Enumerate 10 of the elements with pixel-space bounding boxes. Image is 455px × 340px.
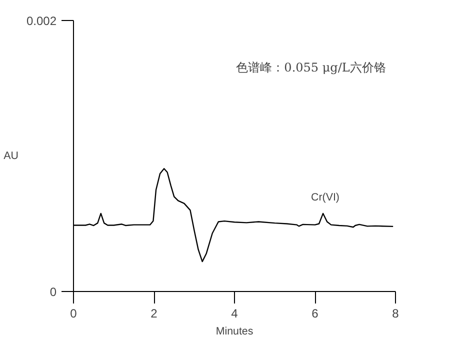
annotation: Cr(VI) — [311, 191, 340, 204]
y-axis-title: AU — [4, 150, 18, 162]
x-tick-label: 6 — [312, 306, 319, 320]
y-tick-label: 0.002 — [26, 14, 57, 28]
x-tick-label: 0 — [70, 306, 78, 320]
x-axis-title: Minutes — [216, 326, 254, 338]
annotation: 色谱峰：0.055 μg/L六价铬 — [236, 60, 386, 75]
x-tick-label: 2 — [150, 306, 158, 320]
x-tick-label: 4 — [231, 306, 238, 320]
x-tick-label: 8 — [392, 306, 400, 320]
